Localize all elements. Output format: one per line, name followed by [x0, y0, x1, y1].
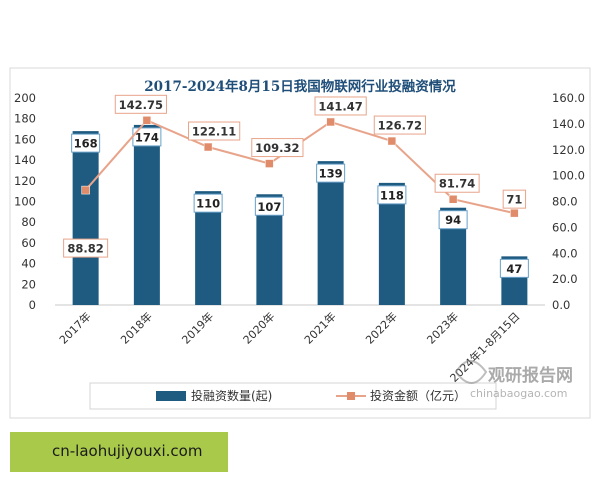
legend-bar-label: 投融资数量(起) — [191, 388, 272, 403]
chart-container: 2017-2024年8月15日我国物联网行业投融资情况 0 20 40 60 80 100 1… — [9, 67, 591, 419]
watermark-brand: 观研报告网 — [487, 365, 573, 386]
legend-line-marker — [347, 392, 355, 400]
bar — [317, 161, 344, 305]
line-point — [81, 185, 90, 195]
y-left-tick-label: 20 — [21, 277, 36, 291]
y-right-tick-label: 40.0 — [552, 246, 578, 260]
line-data-label: 126.72 — [378, 119, 422, 133]
line-label-box — [373, 115, 426, 135]
y-left-tick-label: 160 — [14, 132, 36, 146]
line-data-label: 71 — [506, 193, 522, 207]
line-label-box — [63, 238, 109, 258]
line-point — [510, 208, 519, 218]
bar-label-box — [193, 193, 223, 213]
y-right-tick-label: 0.0 — [552, 298, 570, 312]
line-point — [448, 194, 458, 204]
line-point — [387, 136, 397, 146]
y-right-tick-label: 160.0 — [552, 91, 585, 105]
y-left-tick-label: 80 — [21, 215, 36, 229]
line-label-box — [502, 189, 527, 209]
watermark-url: chinabaogao.com — [470, 387, 568, 400]
bar-data-label: 139 — [319, 167, 343, 181]
line-data-label: 141.47 — [318, 99, 362, 113]
bar-label-box — [316, 163, 346, 183]
footer-link-text[interactable]: cn-laohujiyouxi.com — [52, 442, 203, 460]
line-point — [203, 142, 213, 152]
chart-title: 2017-2024年8月15日我国物联网行业投融资情况 — [144, 78, 456, 95]
y-left-tick-label: 0 — [29, 298, 36, 312]
bar-data-label: 118 — [380, 188, 404, 202]
y-right-tick-label: 120.0 — [552, 143, 585, 157]
y-right-tick-label: 20.0 — [552, 272, 578, 286]
line-label-box — [114, 94, 167, 114]
footer-banner: cn-laohujiyouxi.com — [10, 432, 228, 472]
line-label-box — [188, 121, 241, 141]
bar-data-label: 168 — [74, 137, 98, 151]
y-left-tick-label: 100 — [14, 195, 36, 209]
line-label-box — [434, 173, 480, 193]
chart: 2017-2024年8月15日我国物联网行业投融资情况 0 20 40 60 80 100 1… — [9, 67, 591, 419]
bar-label-box — [71, 133, 101, 153]
y-left-tick-label: 60 — [21, 236, 36, 250]
y-right-tick-label: 140.0 — [552, 117, 585, 131]
y-right-tick-label: 80.0 — [552, 195, 578, 209]
line-point — [142, 116, 152, 125]
bar-label-box — [499, 258, 529, 278]
bar-data-label: 107 — [257, 200, 281, 214]
bar-label-box — [377, 185, 407, 205]
y-right-tick-label: 100.0 — [552, 169, 585, 183]
line-label-box — [314, 96, 367, 116]
bar-data-label: 110 — [196, 197, 220, 211]
y-left-tick-label: 40 — [21, 257, 36, 271]
line-data-label: 109.32 — [255, 141, 299, 155]
bar-label-box — [254, 196, 284, 216]
bar-data-label: 174 — [135, 130, 159, 144]
line-point — [265, 159, 274, 168]
line-data-label: 142.75 — [119, 98, 163, 112]
line-data-label: 81.74 — [439, 177, 475, 191]
y-left-tick-label: 120 — [14, 174, 36, 188]
watermark-logo-icon — [454, 360, 488, 384]
line-data-label: 88.82 — [67, 242, 103, 256]
bar — [72, 131, 99, 305]
legend-line-label: 投资金额（亿元） — [370, 388, 466, 403]
line-point — [326, 117, 335, 127]
y-left-tick-label: 140 — [14, 153, 36, 167]
bar-data-label: 47 — [506, 262, 522, 276]
y-right-tick-label: 60.0 — [552, 220, 578, 234]
y-left-tick-label: 200 — [14, 91, 36, 105]
y-left-tick-label: 180 — [14, 112, 36, 126]
bar — [133, 124, 160, 305]
bar-label-box — [438, 210, 468, 230]
bar-data-label: 94 — [445, 213, 461, 227]
legend-bar-swatch — [156, 391, 186, 401]
line-data-label: 122.11 — [192, 125, 236, 139]
line-label-box — [251, 138, 304, 158]
